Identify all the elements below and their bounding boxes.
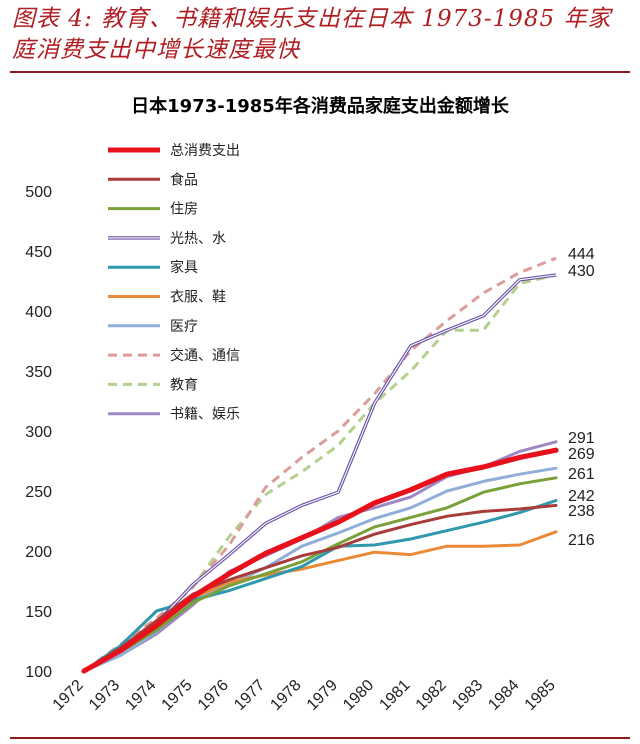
end-value-label: 216 [568,532,595,549]
x-tick-label: 1972 [50,677,87,714]
end-value-label: 242 [568,488,595,505]
legend-label: 交通、通信 [170,347,240,364]
legend-label: 教育 [170,377,198,393]
series-line [81,447,559,674]
series-line [82,503,558,673]
x-tick-label: 1976 [195,677,232,714]
header-rule [10,71,630,73]
chart-title: 日本1973-1985年各消费品家庭支出金额增长 [131,96,509,117]
x-tick-label: 1977 [231,677,268,714]
series-line-total [81,447,559,674]
y-tick-label: 500 [25,184,52,201]
y-tick-label: 150 [25,604,52,621]
legend-label: 家具 [170,259,198,276]
legend-label: 光热、水 [170,231,226,247]
x-tick-label: 1975 [159,677,196,714]
legend-label: 食品 [170,171,198,188]
header-title: 图表 4: 教育、书籍和娱乐支出在日本 1973-1985 年家庭消费支出中增长… [12,6,612,63]
series-line [83,256,557,673]
x-tick-label: 1982 [413,677,450,714]
y-tick-label: 100 [25,664,52,681]
x-tick-label: 1979 [304,677,341,714]
x-tick-label: 1980 [340,677,377,714]
x-tick-label: 1984 [485,677,522,714]
x-tick-label: 1978 [267,677,304,714]
footer-rule [10,737,630,739]
series-line [82,499,558,673]
end-value-label: 430 [568,263,595,280]
y-tick-label: 300 [25,424,52,441]
x-tick-label: 1974 [122,677,159,714]
y-tick-label: 350 [25,364,52,381]
x-tick-label: 1983 [449,677,486,714]
series-line [82,476,558,673]
end-value-label: 291 [568,430,595,447]
y-tick-label: 400 [25,304,52,321]
x-tick-label: 1973 [86,677,123,714]
legend-label: 总消费支出 [170,143,240,159]
legend-label: 住房 [170,202,198,218]
y-tick-label: 450 [25,244,52,261]
y-tick-label: 250 [25,484,52,501]
end-value-label: 269 [568,446,595,463]
end-value-label: 261 [568,466,595,483]
legend-label: 衣服、鞋 [170,290,226,306]
legend-label: 书籍、娱乐 [170,406,240,423]
y-tick-label: 200 [25,544,52,561]
end-value-label: 238 [568,503,595,520]
x-tick-label: 1985 [522,677,559,714]
end-value-label: 444 [568,246,595,263]
legend-label: 医疗 [170,319,198,335]
x-tick-label: 1981 [376,677,413,714]
